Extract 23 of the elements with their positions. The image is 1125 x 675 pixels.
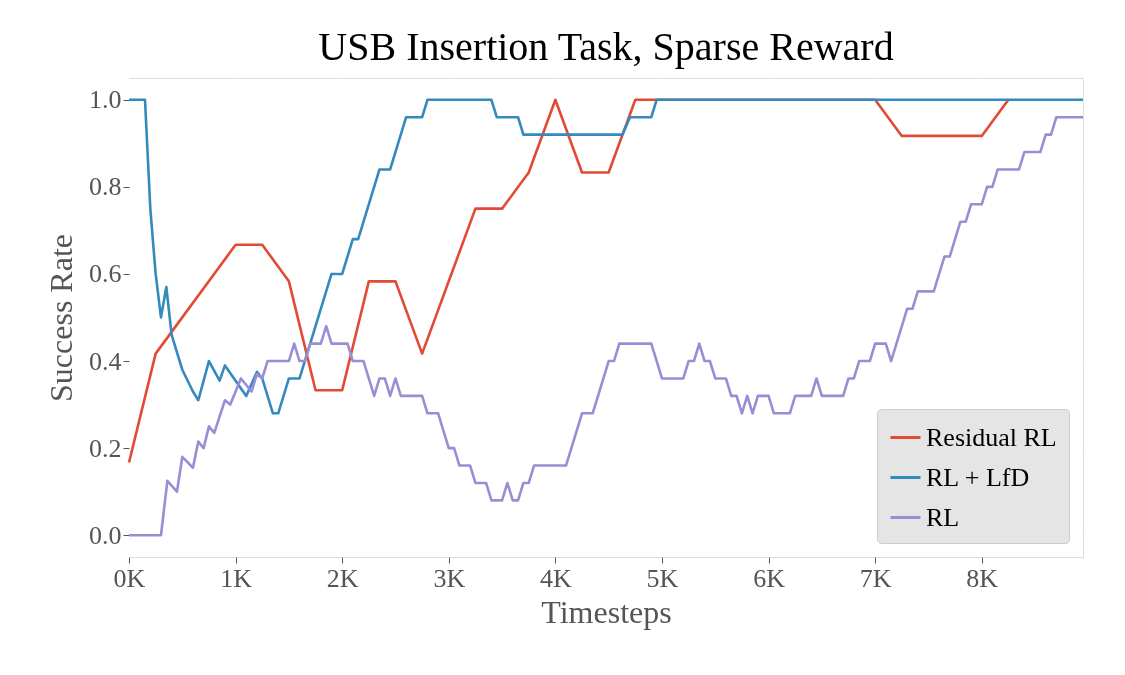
y-tick-label: 0.6 xyxy=(89,259,122,289)
legend-label: Residual RL xyxy=(926,422,1057,452)
x-axis-title: Timesteps xyxy=(541,593,672,630)
legend-label: RL + LfD xyxy=(926,462,1030,492)
y-tick-label: 0.2 xyxy=(89,433,122,463)
x-tick-label: 6K xyxy=(753,563,786,593)
x-tick-label: 4K xyxy=(539,563,572,593)
x-tick-label: 8K xyxy=(966,563,999,593)
legend-label: RL xyxy=(926,502,960,532)
y-tick-label: 0.8 xyxy=(89,172,122,202)
x-tick-label: 1K xyxy=(220,563,253,593)
chart-title: USB Insertion Task, Sparse Reward xyxy=(318,24,894,69)
line-series xyxy=(127,115,1085,537)
y-tick-label: 0.4 xyxy=(89,346,122,376)
y-axis-title: Success Rate xyxy=(43,234,79,402)
y-tick-label: 1.0 xyxy=(89,85,122,115)
x-tick-label: 3K xyxy=(433,563,466,593)
x-tick-label: 7K xyxy=(859,563,892,593)
x-tick-label: 0K xyxy=(113,563,146,593)
line-series xyxy=(127,98,1085,415)
x-tick-label: 2K xyxy=(326,563,359,593)
y-tick-label: 0.0 xyxy=(89,520,122,550)
x-tick-label: 5K xyxy=(646,563,679,593)
